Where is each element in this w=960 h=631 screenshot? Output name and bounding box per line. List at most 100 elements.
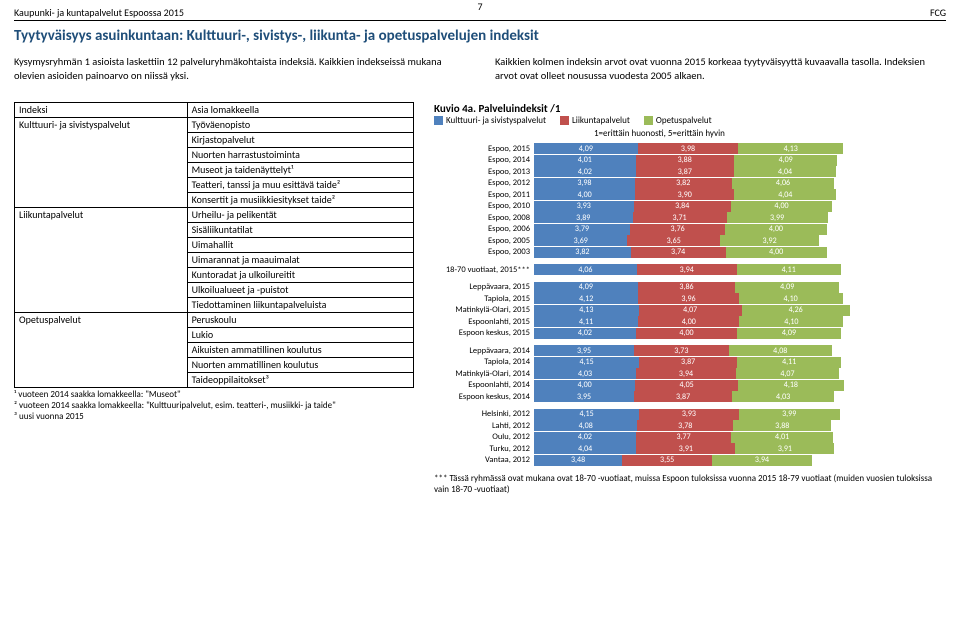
bar-segment: 4,04 <box>734 189 836 200</box>
bar-segment: 3,69 <box>534 235 627 246</box>
index-item: Kirjastopalvelut <box>187 133 413 148</box>
chart-row: Espoo, 20063,793,764,00 <box>434 224 946 235</box>
bar-segment: 3,82 <box>534 247 631 258</box>
bar-segment: 3,94 <box>636 368 736 379</box>
legend-item: Opetuspalvelut <box>644 115 712 126</box>
chart-bars: 3,953,734,08 <box>534 345 946 356</box>
bar-segment: 3,98 <box>638 143 739 154</box>
chart-bars: 4,123,964,10 <box>534 293 946 304</box>
bar-segment: 3,86 <box>638 282 736 293</box>
chart-legend: Kulttuuri- ja sivistyspalvelut Liikuntapa… <box>434 115 946 126</box>
bar-segment: 3,87 <box>639 357 737 368</box>
bar-segment: 3,73 <box>634 345 728 356</box>
page-title: Tyytyväisyys asuinkuntaan: Kulttuuri-, s… <box>14 27 946 45</box>
chart-bars: 4,093,984,13 <box>534 143 946 154</box>
chart-row-label: Espoo, 2008 <box>434 213 534 223</box>
index-item: Peruskoulu <box>187 313 413 328</box>
chart-subtitle: 1=erittäin huonosti, 5=erittäin hyvin <box>594 128 946 139</box>
index-item: Uimarannat ja maauimalat <box>187 253 413 268</box>
chart-bars: 3,933,844,00 <box>534 201 946 212</box>
bar-segment: 4,15 <box>534 409 639 420</box>
intro-left: Kysymysryhmän 1 asioista laskettiin 12 p… <box>14 55 465 82</box>
index-item: Ulkoilualueet ja -puistot <box>187 283 413 298</box>
bar-segment: 4,09 <box>737 328 841 339</box>
chart-bars: 4,114,004,10 <box>534 316 946 327</box>
chart-row: Espoon keskus, 20154,024,004,09 <box>434 328 946 339</box>
legend-label: Opetuspalvelut <box>656 115 712 126</box>
chart-row: Matinkylä-Olari, 20144,033,944,07 <box>434 368 946 379</box>
bar-segment: 4,07 <box>736 368 839 379</box>
bar-segment: 4,07 <box>639 305 742 316</box>
index-item: Lukio <box>187 328 413 343</box>
chart-row: Espoo, 20134,023,874,04 <box>434 166 946 177</box>
intro: Kysymysryhmän 1 asioista laskettiin 12 p… <box>14 55 946 82</box>
index-item: Nuorten ammatillinen koulutus <box>187 358 413 373</box>
index-table: IndeksiAsia lomakkeellaKulttuuri- ja siv… <box>14 102 414 388</box>
bar-segment: 3,91 <box>636 443 735 454</box>
bar-segment: 3,91 <box>735 443 834 454</box>
index-item: Urheilu- ja pelikentät <box>187 208 413 223</box>
bar-segment: 4,13 <box>534 305 639 316</box>
bar-segment: 3,74 <box>631 247 726 258</box>
bar-segment: 4,11 <box>737 264 841 275</box>
legend-label: Liikuntapalvelut <box>572 115 630 126</box>
index-item: Kuntoradat ja ulkoilureitit <box>187 268 413 283</box>
chart-row-label: Espoo, 2012 <box>434 178 534 188</box>
bar-segment: 3,88 <box>733 420 831 431</box>
chart-bars: 4,003,904,04 <box>534 189 946 200</box>
chart-row-label: Espoo, 2006 <box>434 224 534 234</box>
chart-bars: 4,024,004,09 <box>534 328 946 339</box>
bar-segment: 3,77 <box>636 432 732 443</box>
chart-bars: 4,134,074,26 <box>534 305 946 316</box>
chart-row-label: Helsinki, 2012 <box>434 409 534 419</box>
bar-segment: 4,04 <box>734 166 836 177</box>
legend-swatch <box>434 116 443 125</box>
index-table-head: Asia lomakkeella <box>187 103 413 118</box>
chart-row: Espoon keskus, 20143,953,874,03 <box>434 391 946 402</box>
bar-segment: 3,99 <box>739 409 840 420</box>
index-table-head: Indeksi <box>15 103 188 118</box>
chart-row: Espoo, 20083,893,713,99 <box>434 212 946 223</box>
chart-row: Vantaa, 20123,483,553,94 <box>434 455 946 466</box>
bar-segment: 4,11 <box>737 357 841 368</box>
chart-row-label: Espoo, 2013 <box>434 167 534 177</box>
chart-row: Espoo, 20114,003,904,04 <box>434 189 946 200</box>
bar-segment: 4,18 <box>738 380 844 391</box>
bar-segment: 3,79 <box>534 224 630 235</box>
bar-segment: 3,92 <box>720 235 819 246</box>
bar-segment: 3,71 <box>633 212 727 223</box>
chart-row: Leppävaara, 20143,953,734,08 <box>434 345 946 356</box>
bar-segment: 4,02 <box>534 432 636 443</box>
bar-segment: 4,12 <box>534 293 638 304</box>
bar-segment: 4,01 <box>534 155 636 166</box>
chart-row: Tapiola, 20154,123,964,10 <box>434 293 946 304</box>
index-item: Taideoppilaitokset³ <box>187 373 413 388</box>
bar-segment: 3,95 <box>534 391 634 402</box>
bar-segment: 4,00 <box>638 316 739 327</box>
chart-row-label: Espoonlahti, 2015 <box>434 317 534 327</box>
page-number: 7 <box>477 0 482 13</box>
bar-segment: 3,90 <box>635 189 734 200</box>
chart-row: Helsinki, 20124,153,933,99 <box>434 409 946 420</box>
chart-row: Espoo, 20053,693,653,92 <box>434 235 946 246</box>
bar-segment: 3,87 <box>636 166 734 177</box>
chart-row-label: 18-70 vuotiaat, 2015*** <box>434 265 534 275</box>
chart-bars: 4,033,944,07 <box>534 368 946 379</box>
header-right: FCG <box>930 6 946 19</box>
legend-item: Liikuntapalvelut <box>560 115 630 126</box>
legend-item: Kulttuuri- ja sivistyspalvelut <box>434 115 546 126</box>
bar-segment: 4,06 <box>534 264 637 275</box>
bar-segment: 3,82 <box>635 178 732 189</box>
chart-row-label: Leppävaara, 2014 <box>434 346 534 356</box>
chart-bars: 4,153,874,11 <box>534 357 946 368</box>
chart-row-label: Lahti, 2012 <box>434 421 534 431</box>
chart-bars: 3,893,713,99 <box>534 212 946 223</box>
chart-row: Espoonlahti, 20154,114,004,10 <box>434 316 946 327</box>
chart-row-label: Espoo, 2010 <box>434 201 534 211</box>
bar-segment: 3,99 <box>727 212 828 223</box>
bar-segment: 4,10 <box>739 316 843 327</box>
bar-segment: 4,06 <box>732 178 835 189</box>
bar-segment: 3,94 <box>712 455 812 466</box>
header-left: Kaupunki- ja kuntapalvelut Espoossa 2015 <box>14 6 184 19</box>
bar-segment: 3,55 <box>622 455 712 466</box>
